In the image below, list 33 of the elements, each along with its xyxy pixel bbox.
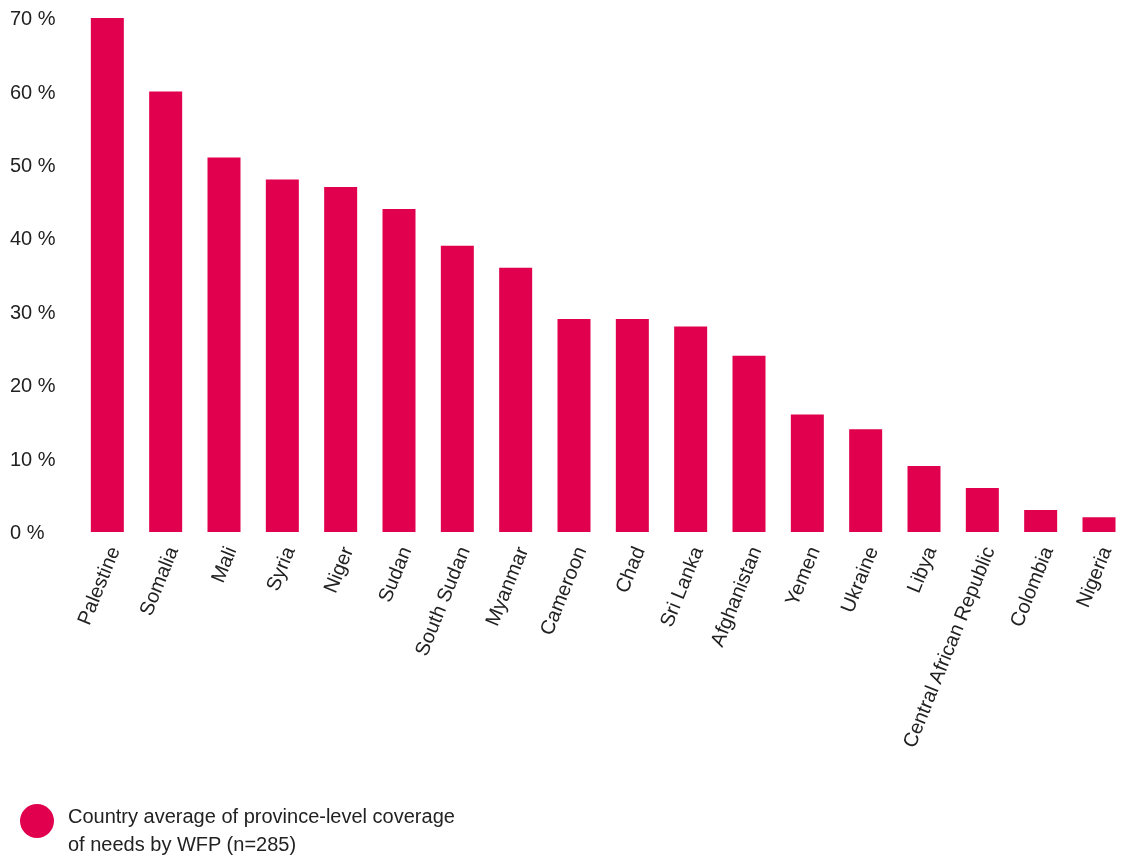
bar <box>790 414 824 532</box>
x-tick-label: Niger <box>318 542 358 596</box>
bar <box>1082 517 1116 532</box>
y-tick-label: 70 % <box>10 7 56 30</box>
bar <box>615 319 649 532</box>
bar <box>440 245 474 532</box>
bar <box>324 186 358 532</box>
bar <box>674 326 708 532</box>
y-tick-label: 40 % <box>10 227 56 250</box>
bar <box>499 267 533 532</box>
y-tick-label: 20 % <box>10 374 56 397</box>
y-tick-label: 0 % <box>10 521 45 544</box>
bar <box>265 179 299 532</box>
bar <box>382 208 416 532</box>
x-tick-label: Sri Lanka <box>655 542 708 630</box>
bar <box>207 157 241 532</box>
x-tick-label: Mali <box>206 543 241 586</box>
bar <box>557 319 591 532</box>
y-tick-label: 10 % <box>10 447 56 470</box>
bar <box>849 429 883 532</box>
y-tick-label: 60 % <box>10 80 56 103</box>
y-tick-label: 30 % <box>10 300 56 323</box>
x-tick-label: Syria <box>261 542 300 594</box>
x-tick-label: Chad <box>610 543 649 596</box>
bar <box>90 18 124 532</box>
bar <box>732 355 766 532</box>
y-tick-label: 50 % <box>10 153 56 176</box>
bar <box>965 487 999 532</box>
legend-label: Country average of province-level coverage of needs by WFP (n=285) <box>68 804 456 857</box>
bar <box>149 91 183 532</box>
bar <box>1024 509 1058 532</box>
x-tick-label: Libya <box>902 542 941 596</box>
bar <box>907 465 941 532</box>
